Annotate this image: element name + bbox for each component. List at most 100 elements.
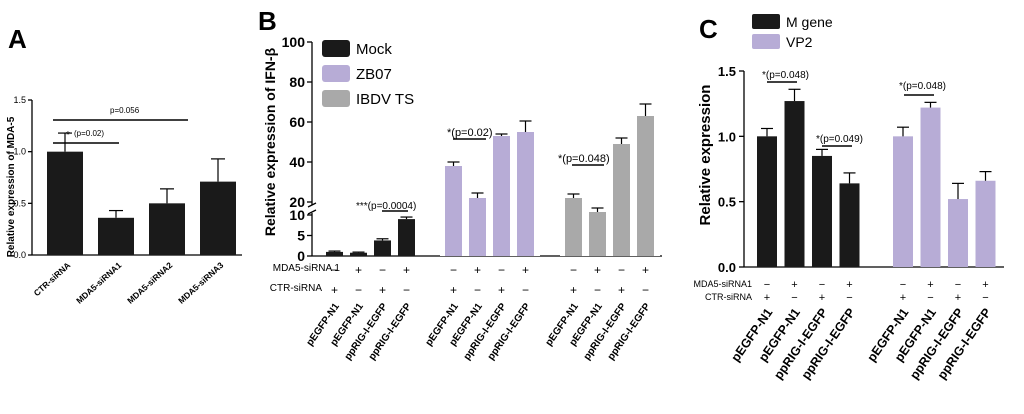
panel-b-ytick-label: 100	[282, 34, 306, 50]
panel-b-ytick-label: 0	[297, 248, 305, 264]
panel-b-pvalue-zb07: *(p=0.02)	[447, 127, 493, 139]
panel-c-bar	[920, 107, 941, 267]
panel-c-mda5-sign: −	[955, 279, 961, 291]
panel-c-mda5-sign: −	[764, 279, 770, 291]
panel-a-ylabel: Relative expression of MDA-5	[6, 116, 17, 257]
panel-b-bars	[326, 40, 660, 256]
panel-b-bar	[565, 198, 582, 256]
panel-b-bar	[613, 144, 630, 256]
panel-b-ytick-label: 5	[297, 228, 305, 244]
panel-a-bars	[47, 132, 236, 255]
panel-c-bar	[975, 180, 996, 267]
panel-a-xtick-label: MDA5-siRNA3	[176, 260, 225, 306]
panel-b-ctr-sign: +	[618, 283, 625, 297]
panel-a-xtick-label: MDA5-siRNA1	[74, 260, 123, 306]
panel-b-mda5-sign: −	[570, 263, 577, 277]
panel-c-ctr-sign: −	[846, 292, 852, 304]
panel-c-ctr-sign: +	[819, 292, 825, 304]
panel-b-mda5-sign: +	[642, 263, 649, 277]
panel-b-letter: B	[258, 6, 277, 36]
panel-b-ytick-label: 10	[289, 207, 305, 223]
panel-b-ctr-sign: −	[355, 283, 362, 297]
panel-b-mda5-sign: −	[618, 263, 625, 277]
panel-a-xlabels: CTR-siRNA MDA5-siRNA1 MDA5-siRNA2 MDA5-siRN…	[32, 260, 226, 306]
panel-b-legend-label: ZB07	[356, 66, 392, 83]
panel-c-bar	[839, 183, 860, 267]
panel-b-ytick-label: 80	[289, 74, 305, 90]
panel-b-ctr-sign: −	[403, 283, 410, 297]
panel-b-bar	[637, 116, 654, 256]
panel-b-bar	[493, 136, 510, 256]
panel-b-ytick-label: 40	[289, 154, 305, 170]
panel-c-ctr-sign: +	[955, 292, 961, 304]
panel-a-bar	[149, 203, 185, 255]
panel-c-row-label-ctr: CTR-siRNA	[705, 292, 752, 302]
panel-a-xtick-label: MDA5-siRNA2	[125, 260, 174, 306]
panel-a-pvalue-long: p=0.056	[110, 106, 140, 115]
panel-c-bar	[757, 136, 777, 267]
panel-b-legend-label: Mock	[356, 41, 392, 58]
panel-c-row-label-mda5: MDA5-siRNA1	[693, 279, 752, 289]
panel-b-axis-break-mark	[307, 202, 317, 208]
panel-c-letter: C	[699, 14, 718, 44]
panel-b-bar	[398, 219, 415, 256]
panel-c-legend-label: M gene	[786, 14, 833, 30]
panel-a-ytick-label: 0.0	[13, 250, 26, 260]
panel-c-ctr-sign: −	[791, 292, 797, 304]
panel-b-mda5-sign: −	[379, 263, 386, 277]
panel-c-mda5-sign: −	[819, 279, 825, 291]
panel-a-ytick-label: 0.5	[13, 198, 26, 208]
panel-b-mda5-sign: −	[331, 263, 338, 277]
panel-b-legend: Mock ZB07 IBDV TS	[322, 40, 414, 108]
panel-b-bar	[326, 251, 343, 256]
panel-b-legend-swatch	[322, 65, 350, 82]
panel-c-ytick-label: 0.0	[718, 260, 736, 275]
panel-a-bar	[200, 181, 236, 255]
panel-b-row-label-ctr: CTR-siRNA	[270, 283, 323, 294]
panel-b-legend-swatch	[322, 40, 350, 57]
panel-b-ctr-sign: +	[570, 283, 577, 297]
panel-c: C Relative expression 0.0 0.5 1.0 1.5 M gen…	[693, 14, 1004, 382]
panel-b-bar	[445, 166, 462, 256]
panel-b-bar	[350, 252, 367, 256]
panel-c-bar	[948, 199, 968, 267]
panel-b-legend-swatch	[322, 90, 350, 107]
panel-b-ctr-sign: −	[474, 283, 481, 297]
panel-a-xtick-label: CTR-siRNA	[32, 260, 73, 298]
panel-a-sig-star: *	[66, 130, 70, 141]
panel-c-legend-swatch	[752, 34, 780, 49]
panel-c-mda5-sign: +	[846, 279, 852, 291]
panel-a-ytick-label: 1.5	[13, 95, 26, 105]
panel-b-bar	[374, 240, 391, 256]
panel-c-mda5-sign: +	[791, 279, 797, 291]
panel-b-sign-rows: − + + − − + + − − + + − − + + − − + + − − + + −	[331, 263, 649, 297]
panel-b-mda5-sign: −	[450, 263, 457, 277]
panel-a-bar	[98, 217, 134, 255]
panel-b-legend-label: IBDV TS	[356, 91, 414, 108]
panel-b-ctr-sign: +	[331, 283, 338, 297]
panel-c-ytick-label: 1.5	[718, 64, 736, 79]
panel-c-sign-rows: −++−−++−−++−−++−	[764, 279, 989, 304]
panel-b-ctr-sign: −	[642, 283, 649, 297]
panel-c-pvalue-vp2: *(p=0.048)	[899, 81, 946, 92]
panel-c-ctr-sign: +	[900, 292, 906, 304]
panel-b-bar	[469, 198, 486, 256]
panel-b-row-label-mda5: MDA5-siRNA 1	[273, 263, 341, 274]
panel-b-pvalue-ibdv: *(p=0.048)	[558, 153, 610, 165]
panel-b-mda5-sign: +	[522, 263, 529, 277]
panel-b-mda5-sign: +	[403, 263, 410, 277]
panel-b-bar	[517, 132, 534, 256]
panel-b-pvalue-mock: ***(p=0.0004)	[356, 201, 416, 212]
panel-c-bar	[812, 155, 832, 267]
panel-c-ctr-sign: +	[764, 292, 770, 304]
panel-c-pvalue-m2: *(p=0.049)	[816, 134, 863, 145]
panel-b-xlabels: pEGFP-N1pEGFP-N1ppRIG-I-EGFPppRIG-I-EGFP…	[305, 301, 654, 362]
panel-a-ytick-label: 1.0	[13, 147, 26, 157]
panel-c-legend: M gene VP2	[752, 14, 833, 50]
panel-b-ctr-sign: −	[594, 283, 601, 297]
panel-c-ctr-sign: −	[982, 292, 988, 304]
panel-c-mda5-sign: +	[982, 279, 988, 291]
panel-b-mda5-sign: +	[474, 263, 481, 277]
panel-c-legend-label: VP2	[786, 34, 813, 50]
